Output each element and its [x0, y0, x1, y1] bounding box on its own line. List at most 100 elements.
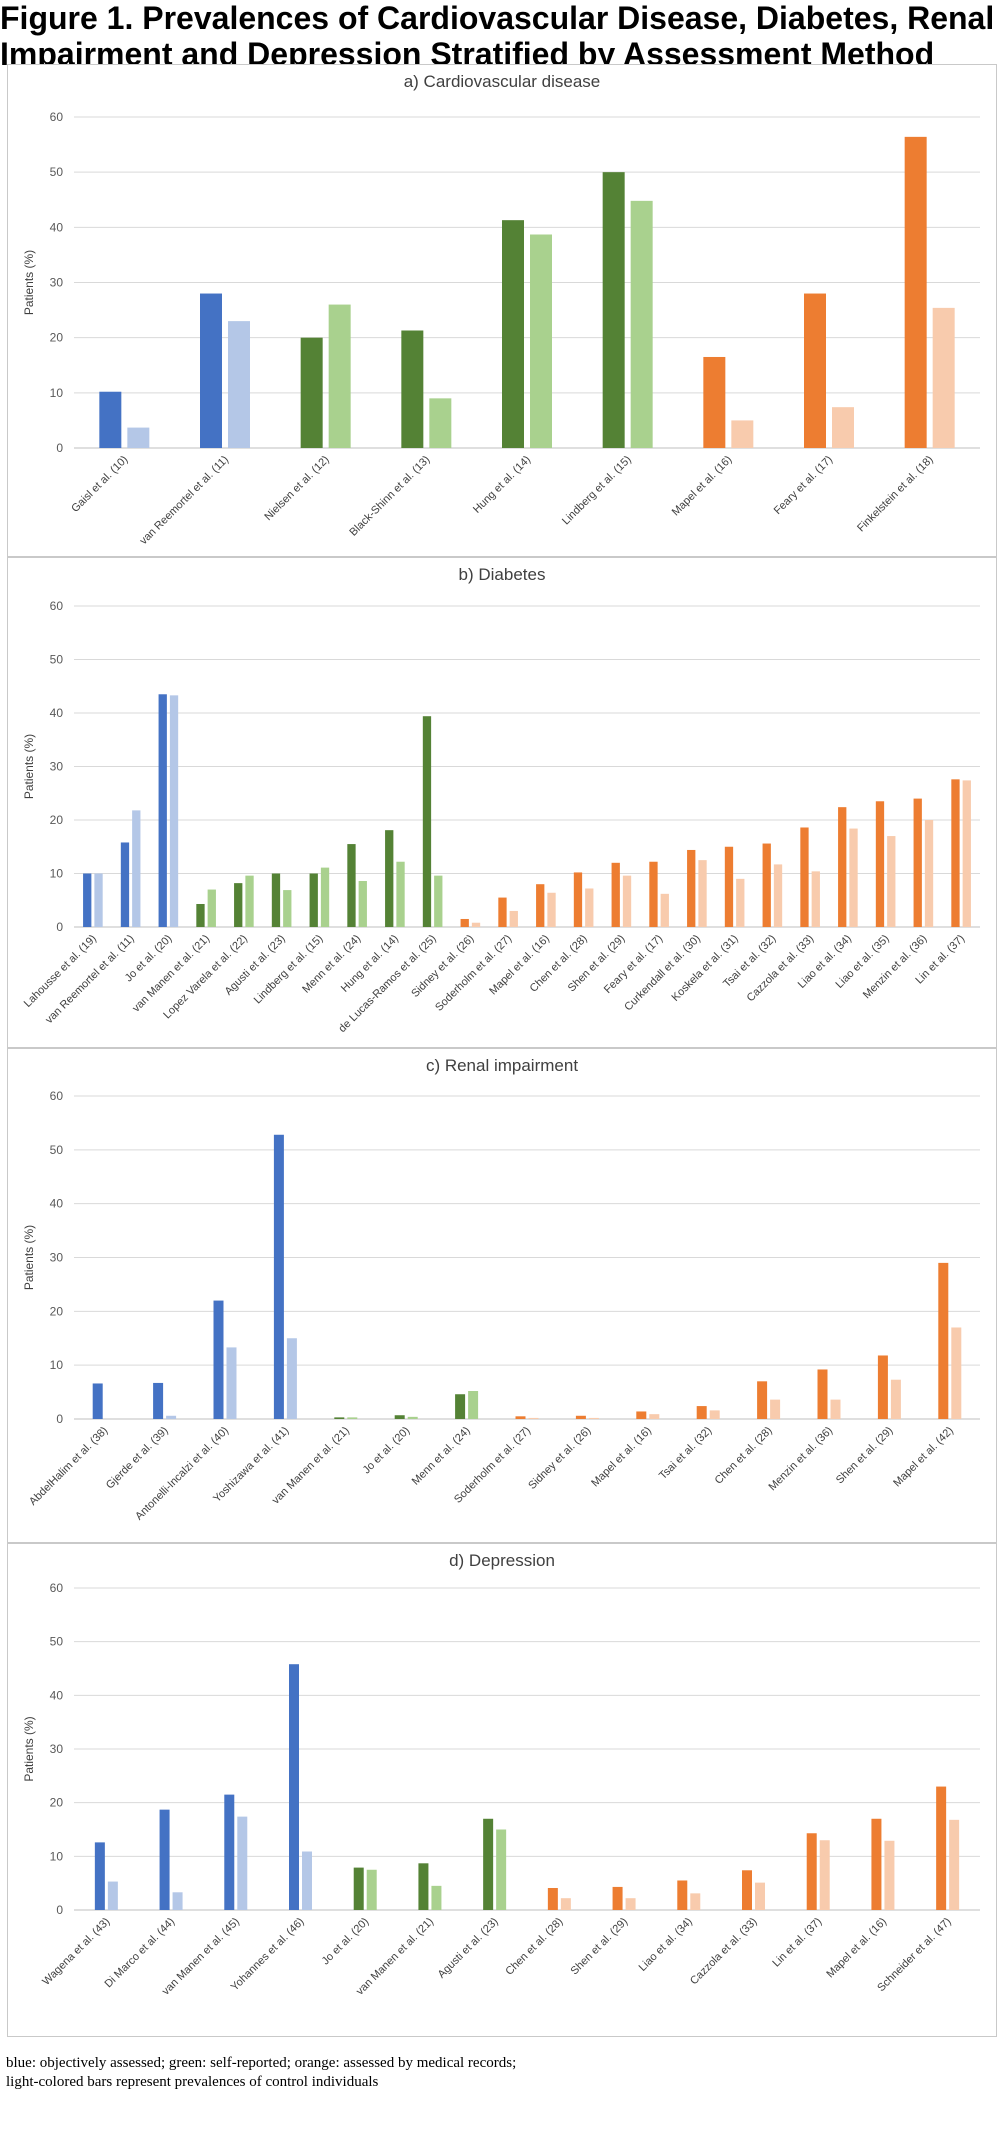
bar-controls-hung-et-al-14 — [530, 234, 552, 448]
bar-patients-hung-et-al-14 — [502, 220, 524, 448]
bar-controls-menn-et-al-24 — [358, 880, 367, 927]
bar-patients-de-lucas-ramos-et-al-25 — [422, 716, 432, 927]
bar-patients-antonelli-incalzi-et-al-40 — [213, 1300, 224, 1419]
bar-patients-menzin-et-al-36 — [817, 1369, 828, 1419]
chart-title: b) Diabetes — [459, 565, 546, 584]
x-tick-label: Koskela et al. (31) — [670, 933, 741, 1004]
y-tick-label: 40 — [50, 706, 64, 720]
bar-patients-van-manen-et-al-21 — [418, 1863, 429, 1910]
bar-controls-liao-et-al-34 — [849, 828, 858, 927]
bar-controls-chen-et-al-28 — [560, 1898, 571, 1910]
y-tick-label: 50 — [50, 1143, 64, 1157]
bar-controls-lindberg-et-al-15 — [630, 200, 653, 448]
chart-title: a) Cardiovascular disease — [404, 72, 601, 91]
bar-patients-soderholm-et-al-27 — [515, 1416, 526, 1419]
bar-patients-van-reemortel-et-al-11 — [120, 842, 130, 927]
y-tick-label: 20 — [50, 1304, 64, 1318]
bar-patients-feary-et-al-17 — [804, 293, 826, 448]
bar-controls-agusti-et-al-23 — [283, 890, 292, 927]
bar-patients-cazzola-et-al-33 — [742, 1870, 752, 1910]
y-tick-label: 40 — [50, 1197, 64, 1211]
bar-controls-lindberg-et-al-15 — [320, 867, 330, 927]
bar-patients-gjerde-et-al-39 — [153, 1382, 164, 1419]
y-tick-label: 20 — [50, 813, 64, 827]
bar-patients-wagena-et-al-43 — [94, 1842, 105, 1910]
bar-controls-chen-et-al-28 — [585, 888, 594, 927]
x-tick-label: Menzin et al. (36) — [767, 1425, 836, 1494]
bar-controls-cazzola-et-al-33 — [755, 1882, 765, 1910]
bar-patients-agusti-et-al-23 — [271, 873, 281, 927]
bar-controls-tsai-et-al-32 — [773, 864, 783, 927]
x-tick-label: Wagena et al. (43) — [40, 1916, 112, 1988]
x-tick-label: Mapel et al. (42) — [891, 1425, 956, 1490]
bar-controls-gaisl-et-al-10 — [127, 427, 150, 448]
bar-patients-shen-et-al-29 — [877, 1355, 888, 1419]
bar-controls-van-manen-et-al-21 — [347, 1417, 358, 1419]
x-tick-label: Cazzola et al. (33) — [688, 1916, 760, 1988]
x-tick-label: Gaisl et al. (10) — [69, 454, 130, 515]
x-tick-label: Sidney et al. (26) — [526, 1425, 593, 1492]
bar-patients-jo-et-al-20 — [158, 694, 167, 927]
y-tick-label: 30 — [50, 1742, 64, 1756]
bar-controls-wagena-et-al-43 — [107, 1881, 118, 1910]
y-tick-label: 60 — [50, 1089, 64, 1103]
bar-controls-shen-et-al-29 — [622, 875, 632, 927]
bar-patients-liao-et-al-34 — [677, 1880, 688, 1910]
bar-patients-jo-et-al-20 — [353, 1867, 364, 1910]
bar-controls-sidney-et-al-26 — [588, 1417, 599, 1419]
bar-controls-curkendall-et-al-30 — [698, 860, 707, 927]
y-tick-label: 40 — [50, 220, 64, 234]
bar-controls-de-lucas-ramos-et-al-25 — [434, 875, 443, 927]
chart-a-cardiovascular-disease: a) Cardiovascular disease 0 10 20 30 40 50 60 Pa… — [22, 72, 980, 547]
y-tick-label: 50 — [50, 1635, 64, 1649]
bar-controls-di-marco-et-al-44 — [172, 1892, 183, 1910]
bar-controls-mapel-et-al-16 — [649, 1414, 660, 1419]
x-tick-label: Jo et al. (20) — [320, 1916, 372, 1968]
bar-patients-tsai-et-al-32 — [696, 1406, 707, 1419]
chart-d-depression: d) Depression 0 10 20 30 40 50 60 Patients (%) Wa… — [22, 1551, 980, 1998]
bar-controls-black-shinn-et-al-13 — [429, 398, 452, 448]
x-tick-label: Lin et al. (37) — [770, 1916, 824, 1970]
bar-patients-lindberg-et-al-15 — [602, 172, 625, 448]
bar-patients-agusti-et-al-23 — [483, 1818, 494, 1910]
bar-patients-van-manen-et-al-21 — [196, 903, 205, 927]
x-tick-label: Shen et al. (29) — [569, 1916, 631, 1978]
bar-controls-hung-et-al-14 — [396, 861, 405, 927]
bar-patients-lindberg-et-al-15 — [309, 873, 318, 927]
bar-patients-cazzola-et-al-33 — [800, 827, 809, 927]
bar-patients-yohannes-et-al-46 — [289, 1664, 299, 1910]
x-tick-label: Mapel et al. (16) — [824, 1916, 889, 1981]
figure-caption: blue: objectively assessed; green: self-… — [6, 2054, 986, 2092]
bar-controls-yoshizawa-et-al-41 — [286, 1338, 297, 1419]
x-tick-label: Chen et al. (28) — [503, 1916, 565, 1978]
bar-controls-sidney-et-al-26 — [471, 922, 481, 927]
bar-controls-gjerde-et-al-39 — [166, 1415, 177, 1419]
x-tick-label: Agusti et al. (23) — [436, 1916, 501, 1981]
bar-controls-mapel-et-al-16 — [547, 892, 556, 927]
y-axis-label: Patients (%) — [22, 734, 36, 799]
figure-title: Figure 1. Prevalences of Cardiovascular … — [0, 0, 1000, 72]
bar-patients-van-manen-et-al-21 — [334, 1417, 345, 1419]
y-tick-label: 10 — [50, 1358, 64, 1372]
x-tick-label: Schneider et al. (47) — [875, 1916, 954, 1995]
x-tick-label: Lindberg et al. (15) — [560, 454, 634, 528]
bar-controls-jo-et-al-20 — [366, 1869, 377, 1910]
x-tick-label: Hung et al. (14) — [471, 454, 533, 516]
y-tick-label: 60 — [50, 599, 64, 613]
x-tick-label: Shen et al. (29) — [834, 1425, 896, 1487]
bar-controls-lin-et-al-37 — [962, 780, 971, 927]
x-tick-label: Menn et al. (24) — [410, 1425, 473, 1488]
y-tick-label: 20 — [50, 331, 64, 345]
bar-controls-van-manen-et-al-21 — [431, 1885, 442, 1910]
y-tick-label: 10 — [50, 386, 64, 400]
x-tick-label: Chen et al. (28) — [713, 1425, 775, 1487]
y-tick-label: 60 — [50, 1581, 64, 1595]
caption-line-1: blue: objectively assessed; green: self-… — [6, 2055, 517, 2071]
bar-controls-shen-et-al-29 — [625, 1898, 636, 1910]
bar-patients-lopez-varela-et-al-22 — [234, 883, 243, 927]
x-tick-label: Black-Shinn et al. (13) — [347, 454, 432, 539]
bar-patients-van-manen-et-al-45 — [224, 1794, 235, 1910]
bar-patients-menn-et-al-24 — [455, 1394, 466, 1419]
bar-controls-feary-et-al-17 — [660, 893, 669, 927]
bar-patients-koskela-et-al-31 — [724, 846, 734, 927]
